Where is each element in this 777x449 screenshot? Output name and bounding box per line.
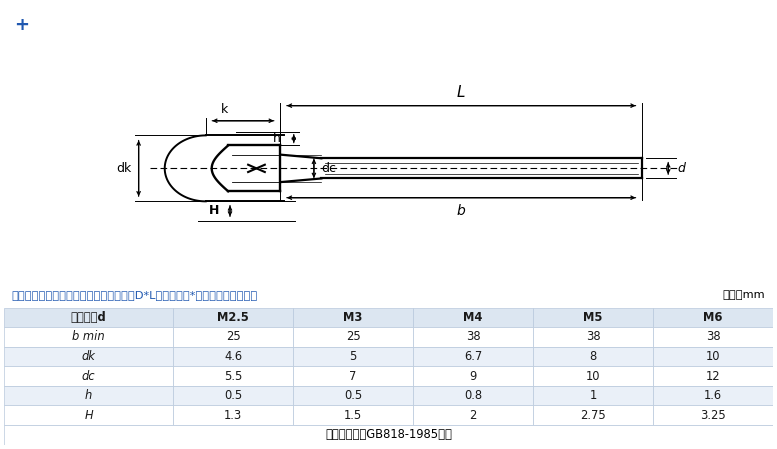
Bar [413,308,533,327]
Text: 25: 25 [346,330,361,343]
Text: +: + [14,16,30,34]
Bar [533,366,653,386]
Text: 0.8: 0.8 [464,389,483,402]
Bar [653,347,773,366]
Text: 1.3: 1.3 [224,409,242,422]
Text: /PRODCTS SIZE: /PRODCTS SIZE [120,19,217,31]
Text: 10: 10 [586,370,601,383]
Text: 2.75: 2.75 [580,409,606,422]
Text: 7: 7 [350,370,357,383]
Text: dc: dc [82,370,96,383]
Text: L: L [457,85,465,100]
Bar [413,366,533,386]
Bar [413,347,533,366]
Text: dk: dk [116,162,131,175]
Bar [173,327,293,347]
Bar [533,405,653,425]
Text: 其余尺寸参照GB818-1985标准: 其余尺寸参照GB818-1985标准 [325,428,452,441]
Text: b min: b min [72,330,105,343]
Text: 单位：mm: 单位：mm [723,290,765,300]
Bar [653,366,773,386]
Text: 5.5: 5.5 [224,370,242,383]
Bar [533,347,653,366]
Bar [173,405,293,425]
Bar [173,308,293,327]
Text: 9: 9 [469,370,477,383]
Text: H: H [208,204,219,217]
Text: 1.6: 1.6 [704,389,722,402]
Text: 0.5: 0.5 [224,389,242,402]
Bar [173,347,293,366]
Bar [293,327,413,347]
Bar [413,327,533,347]
Text: 负公差特别在意者甚拍，螺丝参考规格由D*L组成（直径*长度）不含头部长度: 负公差特别在意者甚拍，螺丝参考规格由D*L组成（直径*长度）不含头部长度 [12,290,258,300]
Text: 0.5: 0.5 [344,389,362,402]
Text: M6: M6 [703,311,723,324]
Bar [293,366,413,386]
Bar [293,347,413,366]
Text: H: H [84,409,92,422]
Text: 12: 12 [706,370,720,383]
Text: h: h [85,389,92,402]
Text: 螺纹规格d: 螺纹规格d [71,311,106,324]
Bar [293,386,413,405]
Text: 10: 10 [706,350,720,363]
Text: 4.6: 4.6 [224,350,242,363]
Bar [533,327,653,347]
Text: 2: 2 [469,409,477,422]
Text: dc: dc [322,162,336,175]
Bar [4,308,173,327]
Text: 1.5: 1.5 [344,409,362,422]
Bar [413,386,533,405]
Text: 5: 5 [350,350,357,363]
Text: M3: M3 [343,311,363,324]
Bar [653,386,773,405]
Text: 3.25: 3.25 [700,409,726,422]
Text: b: b [457,204,465,218]
Text: d: d [678,162,685,175]
Text: 商品参数: 商品参数 [43,16,82,34]
Text: 6.7: 6.7 [464,350,483,363]
Text: 25: 25 [226,330,241,343]
Text: 38: 38 [706,330,720,343]
Bar [4,366,173,386]
Bar [4,425,773,445]
Text: dk: dk [82,350,96,363]
Bar [653,327,773,347]
Circle shape [0,9,270,41]
Text: M4: M4 [463,311,483,324]
Text: 38: 38 [465,330,480,343]
Bar [293,405,413,425]
Text: 8: 8 [590,350,597,363]
Bar [293,308,413,327]
Text: 1: 1 [590,389,597,402]
Text: 38: 38 [586,330,601,343]
Bar [173,386,293,405]
Text: M2.5: M2.5 [218,311,249,324]
Bar [653,405,773,425]
Bar [533,386,653,405]
Text: k: k [221,103,228,116]
Text: M5: M5 [584,311,603,324]
Bar [533,308,653,327]
Bar [413,405,533,425]
Bar [173,366,293,386]
Text: h: h [273,132,280,145]
Bar [4,405,173,425]
Bar [4,386,173,405]
Bar [4,327,173,347]
Bar [4,347,173,366]
Bar [653,308,773,327]
